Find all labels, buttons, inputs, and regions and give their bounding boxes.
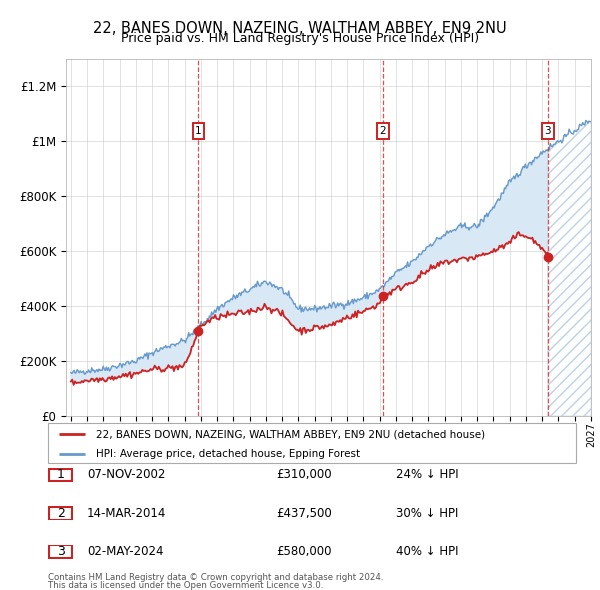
Text: 1: 1 <box>195 126 202 136</box>
Text: This data is licensed under the Open Government Licence v3.0.: This data is licensed under the Open Gov… <box>48 581 323 590</box>
Text: 22, BANES DOWN, NAZEING, WALTHAM ABBEY, EN9 2NU (detached house): 22, BANES DOWN, NAZEING, WALTHAM ABBEY, … <box>95 430 485 440</box>
FancyBboxPatch shape <box>49 507 72 520</box>
Text: 3: 3 <box>56 545 65 558</box>
Text: 14-MAR-2014: 14-MAR-2014 <box>87 507 166 520</box>
Text: 02-MAY-2024: 02-MAY-2024 <box>87 545 163 558</box>
Text: 30% ↓ HPI: 30% ↓ HPI <box>396 507 458 520</box>
Text: 07-NOV-2002: 07-NOV-2002 <box>87 468 166 481</box>
Text: 3: 3 <box>544 126 551 136</box>
Text: £437,500: £437,500 <box>276 507 332 520</box>
FancyBboxPatch shape <box>48 423 576 463</box>
Text: Price paid vs. HM Land Registry's House Price Index (HPI): Price paid vs. HM Land Registry's House … <box>121 32 479 45</box>
Text: 40% ↓ HPI: 40% ↓ HPI <box>396 545 458 558</box>
FancyBboxPatch shape <box>49 545 72 558</box>
Text: Contains HM Land Registry data © Crown copyright and database right 2024.: Contains HM Land Registry data © Crown c… <box>48 572 383 582</box>
Text: £580,000: £580,000 <box>276 545 331 558</box>
Text: 1: 1 <box>56 468 65 481</box>
FancyBboxPatch shape <box>49 468 72 481</box>
Text: 24% ↓ HPI: 24% ↓ HPI <box>396 468 458 481</box>
Text: 2: 2 <box>56 507 65 520</box>
Text: HPI: Average price, detached house, Epping Forest: HPI: Average price, detached house, Eppi… <box>95 450 359 460</box>
Text: 2: 2 <box>380 126 386 136</box>
Text: £310,000: £310,000 <box>276 468 332 481</box>
Text: 22, BANES DOWN, NAZEING, WALTHAM ABBEY, EN9 2NU: 22, BANES DOWN, NAZEING, WALTHAM ABBEY, … <box>93 21 507 35</box>
